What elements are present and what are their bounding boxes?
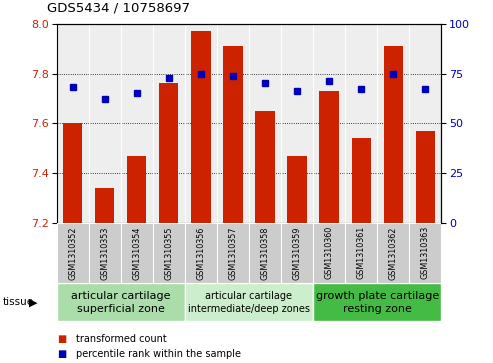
Bar <box>384 46 403 223</box>
Bar <box>121 223 153 283</box>
Bar <box>352 138 371 223</box>
Bar <box>313 223 345 283</box>
Bar <box>191 31 211 223</box>
Bar <box>159 83 178 223</box>
Bar <box>287 156 307 223</box>
Bar <box>217 223 249 283</box>
Text: ■: ■ <box>57 334 66 344</box>
Text: tissue: tissue <box>2 297 34 307</box>
Bar <box>185 283 313 321</box>
Text: articular cartilage
intermediate/deep zones: articular cartilage intermediate/deep zo… <box>188 291 310 314</box>
Text: GSM1310353: GSM1310353 <box>100 226 109 280</box>
Text: GSM1310361: GSM1310361 <box>356 226 366 280</box>
Bar <box>223 46 243 223</box>
Bar <box>281 223 313 283</box>
Text: growth plate cartilage
resting zone: growth plate cartilage resting zone <box>316 291 439 314</box>
Bar <box>95 188 114 223</box>
Bar <box>313 283 441 321</box>
Text: GSM1310356: GSM1310356 <box>196 226 206 280</box>
Text: GSM1310358: GSM1310358 <box>260 226 270 280</box>
Text: GSM1310357: GSM1310357 <box>228 226 238 280</box>
Bar <box>249 223 281 283</box>
Bar <box>409 223 441 283</box>
Bar <box>319 91 339 223</box>
Text: GSM1310355: GSM1310355 <box>164 226 174 280</box>
Bar <box>377 223 409 283</box>
Text: percentile rank within the sample: percentile rank within the sample <box>76 349 242 359</box>
Bar <box>255 111 275 223</box>
Bar <box>153 223 185 283</box>
Text: GSM1310352: GSM1310352 <box>68 226 77 280</box>
Text: ■: ■ <box>57 349 66 359</box>
Text: GSM1310359: GSM1310359 <box>292 226 302 280</box>
Bar <box>57 283 185 321</box>
Bar <box>57 223 89 283</box>
Text: GDS5434 / 10758697: GDS5434 / 10758697 <box>47 1 190 15</box>
Bar <box>416 131 435 223</box>
Text: GSM1310360: GSM1310360 <box>324 226 334 280</box>
Bar <box>345 223 377 283</box>
Text: GSM1310354: GSM1310354 <box>132 226 141 280</box>
Bar <box>127 156 146 223</box>
Text: GSM1310363: GSM1310363 <box>421 226 430 280</box>
Text: transformed count: transformed count <box>76 334 167 344</box>
Text: ▶: ▶ <box>29 297 37 307</box>
Bar <box>185 223 217 283</box>
Text: articular cartilage
superficial zone: articular cartilage superficial zone <box>71 291 171 314</box>
Bar <box>63 123 82 223</box>
Bar <box>89 223 121 283</box>
Text: GSM1310362: GSM1310362 <box>388 226 398 280</box>
